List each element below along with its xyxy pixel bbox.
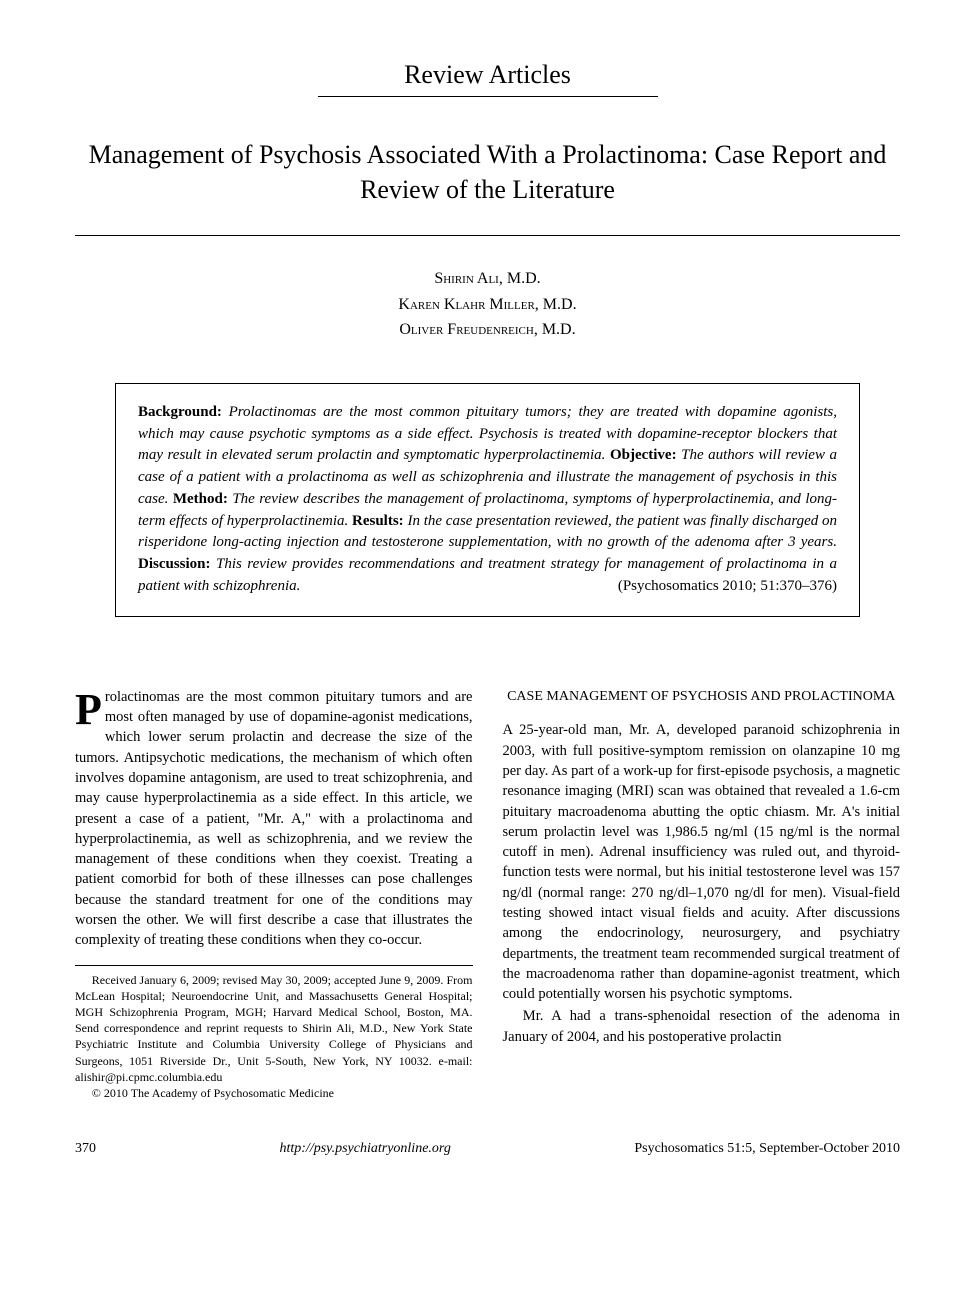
abstract-method-label: Method: (173, 491, 228, 507)
abstract-citation: (Psychosomatics 2010; 51:370–376) (618, 576, 837, 598)
abstract-results-label: Results: (352, 513, 404, 529)
case-paragraph-1: A 25-year-old man, Mr. A, developed para… (503, 720, 901, 1004)
abstract-discussion-label: Discussion: (138, 556, 211, 572)
journal-url: http://psy.psychiatryonline.org (279, 1141, 450, 1157)
article-title: Management of Psychosis Associated With … (75, 137, 900, 207)
title-divider (75, 235, 900, 236)
author-3: Oliver Freudenreich, M.D. (75, 317, 900, 343)
case-paragraph-2: Mr. A had a trans-sphenoidal resection o… (503, 1006, 901, 1047)
dropcap: P (75, 687, 105, 728)
footnote-divider (75, 965, 473, 966)
section-label: Review Articles (75, 60, 900, 90)
section-divider (318, 96, 658, 97)
intro-paragraph: Prolactinomas are the most common pituit… (75, 687, 473, 951)
footnote-block: Received January 6, 2009; revised May 30… (75, 972, 473, 1102)
intro-text: rolactinomas are the most common pituita… (75, 689, 473, 949)
abstract-objective-label: Objective: (610, 447, 677, 463)
page-footer: 370 http://psy.psychiatryonline.org Psyc… (75, 1141, 900, 1157)
page-number: 370 (75, 1141, 96, 1157)
author-1: Shirin Ali, M.D. (75, 266, 900, 292)
left-column: Prolactinomas are the most common pituit… (75, 687, 473, 1101)
authors-block: Shirin Ali, M.D. Karen Klahr Miller, M.D… (75, 266, 900, 343)
abstract-background-label: Background: (138, 404, 222, 420)
case-section-heading: CASE MANAGEMENT OF PSYCHOSIS AND PROLACT… (503, 687, 901, 707)
footnote-text: Received January 6, 2009; revised May 30… (75, 972, 473, 1085)
footnote-copyright: © 2010 The Academy of Psychosomatic Medi… (75, 1085, 473, 1101)
abstract-box: Background: Prolactinomas are the most c… (115, 383, 860, 617)
body-columns: Prolactinomas are the most common pituit… (75, 687, 900, 1101)
journal-issue: Psychosomatics 51:5, September-October 2… (634, 1141, 900, 1157)
right-column: CASE MANAGEMENT OF PSYCHOSIS AND PROLACT… (503, 687, 901, 1101)
author-2: Karen Klahr Miller, M.D. (75, 292, 900, 318)
